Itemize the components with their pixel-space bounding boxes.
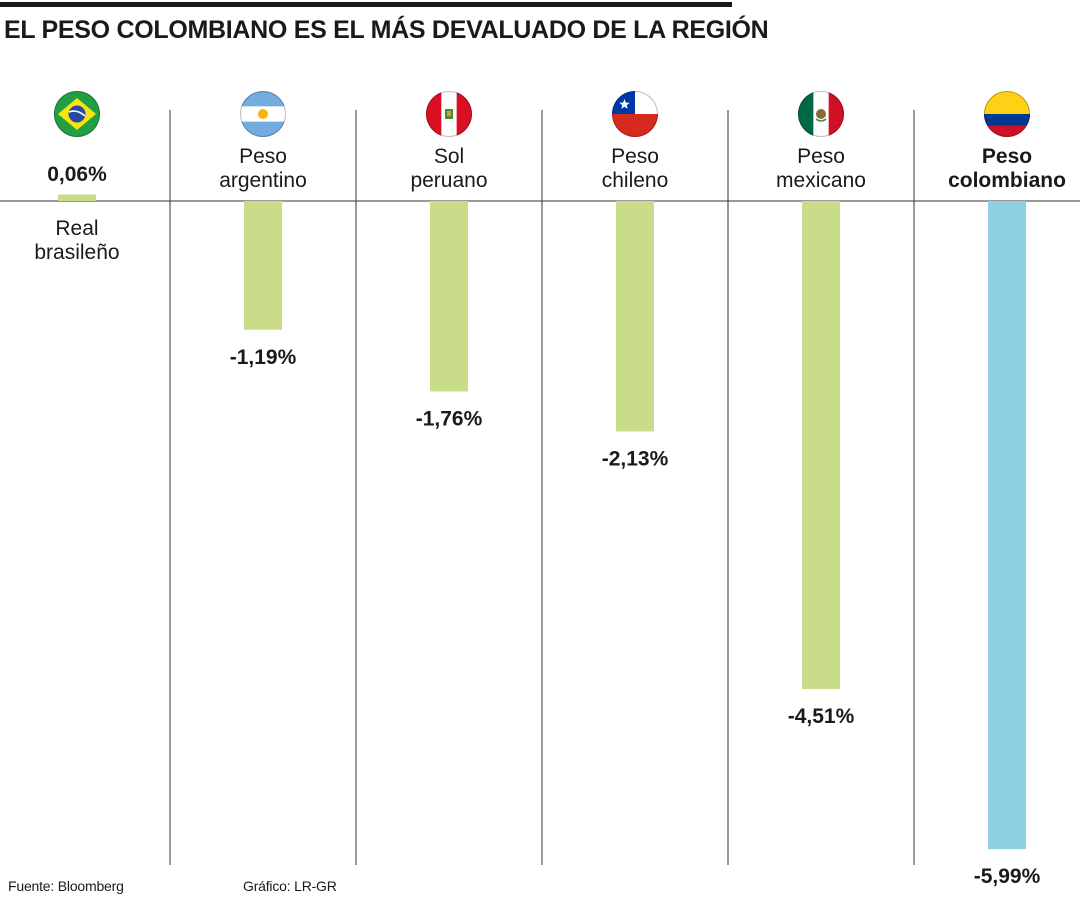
category-label: Peso xyxy=(982,145,1032,168)
peru-flag-icon xyxy=(426,91,472,137)
chart-title: EL PESO COLOMBIANO ES EL MÁS DEVALUADO D… xyxy=(4,16,769,44)
category-label: Peso xyxy=(611,145,659,168)
bar-1 xyxy=(244,201,282,330)
category-label: Peso xyxy=(797,145,845,168)
credit-note: Gráfico: LR-GR xyxy=(243,878,337,894)
chile-flag-icon xyxy=(612,91,658,137)
value-label: -2,13% xyxy=(602,447,669,470)
category-label: chileno xyxy=(602,169,669,192)
bar-5 xyxy=(988,201,1026,850)
argentina-flag-icon xyxy=(240,91,286,137)
bar-2 xyxy=(430,201,468,392)
colombia-flag-icon xyxy=(984,91,1030,137)
category-label: Peso xyxy=(239,145,287,168)
category-label: mexicano xyxy=(776,169,866,192)
mexico-flag-icon xyxy=(798,91,844,137)
title-rule xyxy=(0,2,732,7)
value-label: -4,51% xyxy=(788,705,855,728)
bar-3 xyxy=(616,201,654,432)
brazil-flag-icon xyxy=(54,91,100,137)
source-note: Fuente: Bloomberg xyxy=(8,878,124,894)
category-label: Real xyxy=(55,217,98,240)
category-label: colombiano xyxy=(948,169,1066,192)
value-label: 0,06% xyxy=(47,163,107,186)
category-label: Sol xyxy=(434,145,464,168)
category-label: brasileño xyxy=(34,241,119,264)
value-label: -1,19% xyxy=(230,346,297,369)
value-label: -5,99% xyxy=(974,865,1041,888)
bar-4 xyxy=(802,201,840,689)
category-label: argentino xyxy=(219,169,307,192)
bar-0 xyxy=(58,194,96,201)
value-label: -1,76% xyxy=(416,407,483,430)
category-label: peruano xyxy=(410,169,487,192)
